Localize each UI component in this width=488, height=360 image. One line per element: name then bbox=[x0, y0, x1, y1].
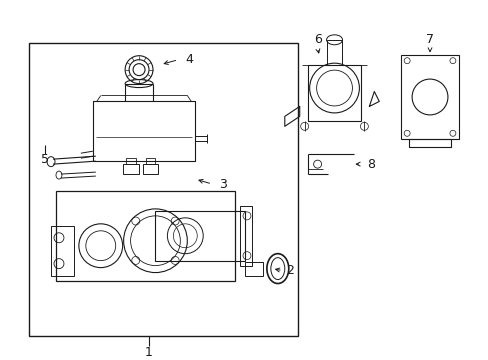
Bar bbox=[142, 164, 158, 174]
Bar bbox=[125, 158, 135, 164]
Text: 3: 3 bbox=[219, 177, 226, 190]
Text: 2: 2 bbox=[285, 264, 293, 277]
Bar bbox=[122, 164, 138, 174]
Text: 7: 7 bbox=[425, 33, 433, 46]
Bar bbox=[240, 206, 251, 266]
Text: 1: 1 bbox=[144, 346, 152, 359]
Bar bbox=[51, 226, 74, 275]
Text: 4: 4 bbox=[185, 53, 193, 66]
Bar bbox=[244, 262, 263, 275]
Bar bbox=[155, 211, 244, 261]
Bar bbox=[400, 55, 458, 139]
Text: 6: 6 bbox=[313, 33, 321, 46]
Text: 5: 5 bbox=[41, 153, 49, 166]
Bar bbox=[56, 191, 235, 280]
Bar bbox=[29, 43, 297, 336]
Text: 8: 8 bbox=[366, 158, 375, 171]
Bar bbox=[326, 40, 342, 65]
Bar bbox=[145, 158, 155, 164]
Bar bbox=[307, 65, 361, 121]
